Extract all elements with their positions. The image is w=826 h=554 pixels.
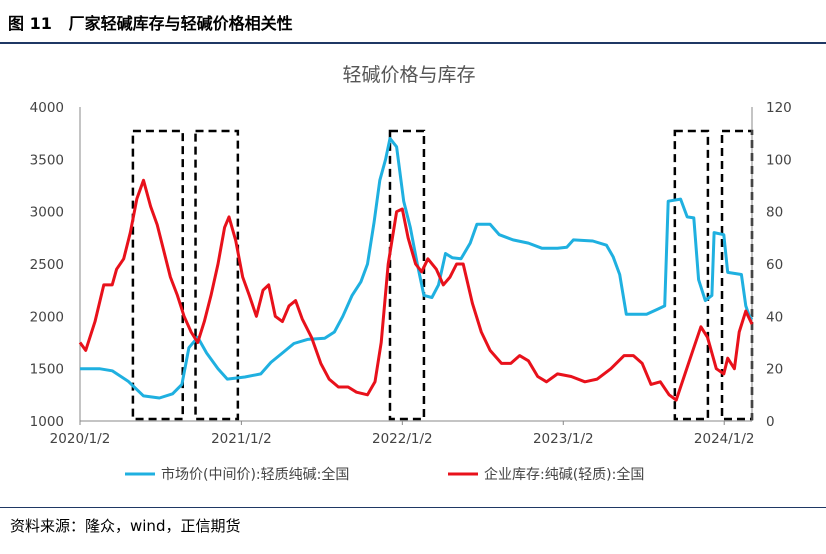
header-rule <box>0 42 826 44</box>
x-tick-label: 2020/1/2 <box>50 431 111 447</box>
shaded-periods <box>131 129 754 421</box>
axes: 1000 1500 2000 2500 3000 3500 4000 0 20 40 60 80 100… <box>30 100 792 447</box>
legend-label-1: 企业库存:纯碱(轻质):全国 <box>484 466 644 483</box>
shaded-period-box-3 <box>673 129 710 421</box>
y-right-tick-label: 0 <box>766 414 775 430</box>
x-tick-label: 2023/1/2 <box>533 431 594 447</box>
y-right-tick-label: 40 <box>766 309 783 325</box>
y-left-tick-label: 4000 <box>30 100 64 116</box>
inventory-price-chart: 轻碱价格与库存 1000 1500 2000 2500 3000 3500 4000 0 20 4… <box>30 64 792 483</box>
shaded-period-box-2 <box>388 129 426 421</box>
y-right-tick-label: 20 <box>766 362 783 378</box>
y-right-tick-label: 60 <box>766 257 783 273</box>
y-left-tick-label: 3000 <box>30 205 64 221</box>
x-tick-label: 2024/1/2 <box>694 431 755 447</box>
y-right-tick-label: 120 <box>766 100 792 116</box>
y-right-tick-label: 100 <box>766 152 792 168</box>
shaded-period-box-1 <box>194 129 240 421</box>
shaded-period-box-0 <box>131 129 184 421</box>
x-tick-label: 2022/1/2 <box>372 431 433 447</box>
y-left-tick-label: 2000 <box>30 309 64 325</box>
series-lines <box>78 136 754 402</box>
y-left-tick-label: 1500 <box>30 362 64 378</box>
y-left-tick-label: 1000 <box>30 414 64 430</box>
legend: 市场价(中间价):轻质纯碱:全国 企业库存:纯碱(轻质):全国 <box>125 466 644 483</box>
figure-title: 图 11 厂家轻碱库存与轻碱价格相关性 <box>8 10 293 34</box>
series-line-0 <box>80 136 754 400</box>
y-left-tick-label: 3500 <box>30 152 64 168</box>
source-note: 资料来源：隆众，wind，正信期货 <box>10 517 241 535</box>
figure-header: 图 11 厂家轻碱库存与轻碱价格相关性 <box>0 0 826 42</box>
series-line-1 <box>78 178 754 402</box>
chart-title: 轻碱价格与库存 <box>342 64 475 86</box>
x-tick-label: 2021/1/2 <box>211 431 272 447</box>
figure-label: 图 11 <box>8 14 52 33</box>
y-left-tick-label: 2500 <box>30 257 64 273</box>
figure-title-text: 厂家轻碱库存与轻碱价格相关性 <box>68 14 293 33</box>
legend-label-0: 市场价(中间价):轻质纯碱:全国 <box>161 466 349 483</box>
y-right-tick-label: 80 <box>766 205 783 221</box>
footer-rule <box>0 507 826 508</box>
